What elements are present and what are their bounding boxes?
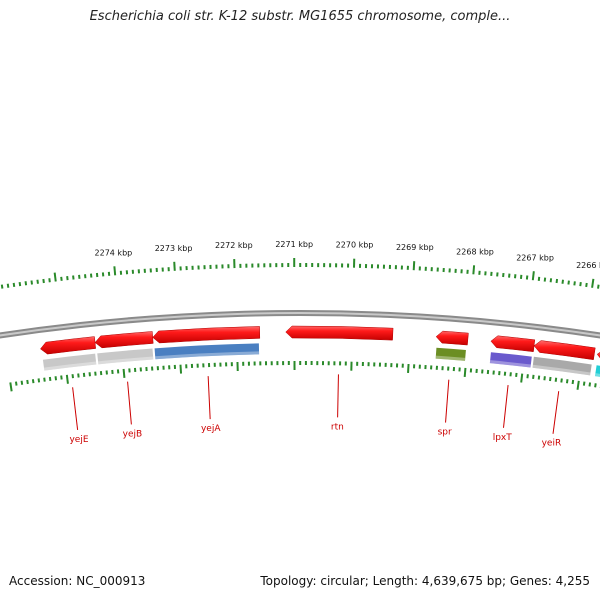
minor-tick bbox=[26, 379, 29, 385]
gene-label-leader bbox=[127, 381, 132, 425]
major-tick bbox=[113, 266, 117, 276]
minor-tick bbox=[36, 279, 39, 284]
gene-label: lpxT bbox=[493, 433, 513, 443]
gene-label-track: yejE yejB yejA rtn spr lpxT yeiR bbox=[69, 374, 562, 449]
minor-tick bbox=[12, 282, 16, 288]
major-tick bbox=[472, 265, 476, 275]
gene-label: yejE bbox=[69, 435, 88, 445]
map-title: Escherichia coli str. K-12 substr. MG165… bbox=[89, 9, 511, 24]
scale-label: 2270 kbp bbox=[336, 241, 374, 250]
minor-tick bbox=[565, 379, 569, 384]
outer-tick-track bbox=[0, 258, 600, 289]
cog-box-shade bbox=[489, 360, 531, 368]
cog-box bbox=[489, 352, 532, 368]
major-tick bbox=[173, 261, 176, 271]
gene-label-leader bbox=[72, 387, 79, 431]
gene-arrow[interactable] bbox=[490, 335, 536, 352]
minor-tick bbox=[37, 378, 41, 383]
cog-box bbox=[435, 347, 466, 361]
gene-arrow[interactable] bbox=[285, 325, 394, 341]
gene-label-leader bbox=[503, 385, 509, 428]
minor-tick bbox=[14, 381, 18, 386]
cog-category-track bbox=[42, 343, 600, 377]
major-tick bbox=[591, 278, 595, 288]
backbone-ring bbox=[0, 310, 600, 339]
major-tick bbox=[463, 367, 467, 378]
cog-box bbox=[42, 353, 97, 371]
cog-box-shade bbox=[98, 356, 154, 365]
cog-box-shade bbox=[435, 355, 466, 361]
minor-tick bbox=[48, 376, 52, 382]
accession-label: Accession: NC_000913 bbox=[9, 574, 146, 588]
major-tick bbox=[179, 364, 183, 374]
cog-box bbox=[594, 365, 600, 377]
cog-box-shade bbox=[532, 364, 591, 376]
major-tick bbox=[531, 271, 535, 281]
scale-label: 2271 kbp bbox=[275, 240, 313, 249]
gene-label: yejA bbox=[201, 424, 221, 434]
scale-label: 2266 kbp bbox=[576, 261, 600, 270]
gene-track[interactable] bbox=[40, 325, 600, 369]
gene-label: rtn bbox=[331, 422, 344, 432]
minor-tick bbox=[30, 280, 34, 285]
minor-tick bbox=[6, 283, 10, 288]
minor-tick bbox=[594, 383, 597, 388]
genome-summary: Topology: circular; Length: 4,639,675 bp… bbox=[260, 574, 590, 588]
cog-box-shade bbox=[594, 373, 600, 377]
major-tick bbox=[520, 373, 524, 383]
minor-tick bbox=[554, 377, 558, 382]
backbone-highlight bbox=[0, 312, 600, 337]
gene-label: yejB bbox=[123, 429, 143, 439]
minor-tick bbox=[43, 377, 46, 382]
minor-tick bbox=[597, 284, 600, 289]
major-tick bbox=[65, 374, 69, 384]
minor-tick bbox=[20, 380, 24, 385]
scale-label: 2267 kbp bbox=[516, 253, 554, 262]
inner-tick-track bbox=[9, 360, 600, 392]
scale-label: 2273 kbp bbox=[155, 244, 193, 253]
gene-arrow[interactable] bbox=[94, 331, 154, 349]
minor-tick bbox=[571, 379, 575, 385]
minor-tick bbox=[24, 281, 28, 286]
minor-tick bbox=[31, 379, 35, 384]
minor-tick bbox=[560, 378, 563, 383]
gene-label: yeiR bbox=[542, 439, 562, 449]
minor-tick bbox=[18, 281, 22, 287]
minor-tick bbox=[567, 280, 570, 285]
gene-arrow[interactable] bbox=[152, 326, 261, 344]
gene-arrow[interactable] bbox=[40, 336, 96, 355]
cog-box bbox=[532, 356, 592, 376]
minor-tick bbox=[549, 376, 552, 382]
chromosome-backbone bbox=[0, 310, 600, 339]
scale-labels: 2274 kbp 2273 kbp 2272 kbp 2271 kbp 2270 kbp… bbox=[95, 240, 600, 270]
major-tick bbox=[576, 380, 580, 390]
gene-arrow[interactable] bbox=[435, 330, 469, 346]
minor-tick bbox=[582, 381, 586, 386]
gene-label-leader bbox=[207, 376, 211, 420]
minor-tick bbox=[0, 284, 4, 289]
cog-box-shade bbox=[155, 351, 260, 360]
gene-label-leader bbox=[337, 374, 339, 418]
cog-box bbox=[97, 348, 154, 365]
scale-label: 2274 kbp bbox=[95, 248, 133, 257]
major-tick bbox=[9, 382, 13, 392]
major-tick bbox=[122, 368, 126, 378]
gene-label-leader bbox=[552, 391, 560, 434]
scale-label: 2269 kbp bbox=[396, 243, 434, 252]
gene-label: spr bbox=[438, 428, 452, 438]
gene-arrow[interactable] bbox=[533, 340, 596, 361]
cog-box-shade bbox=[43, 361, 97, 371]
scale-label: 2268 kbp bbox=[456, 247, 494, 256]
minor-tick bbox=[585, 282, 588, 288]
major-tick bbox=[53, 272, 57, 282]
minor-tick bbox=[588, 382, 592, 387]
minor-tick bbox=[579, 282, 582, 287]
scale-label: 2272 kbp bbox=[215, 241, 253, 250]
cog-box bbox=[154, 343, 260, 360]
gene-label-leader bbox=[445, 379, 450, 423]
minor-tick bbox=[573, 281, 576, 286]
minor-tick bbox=[561, 279, 564, 284]
